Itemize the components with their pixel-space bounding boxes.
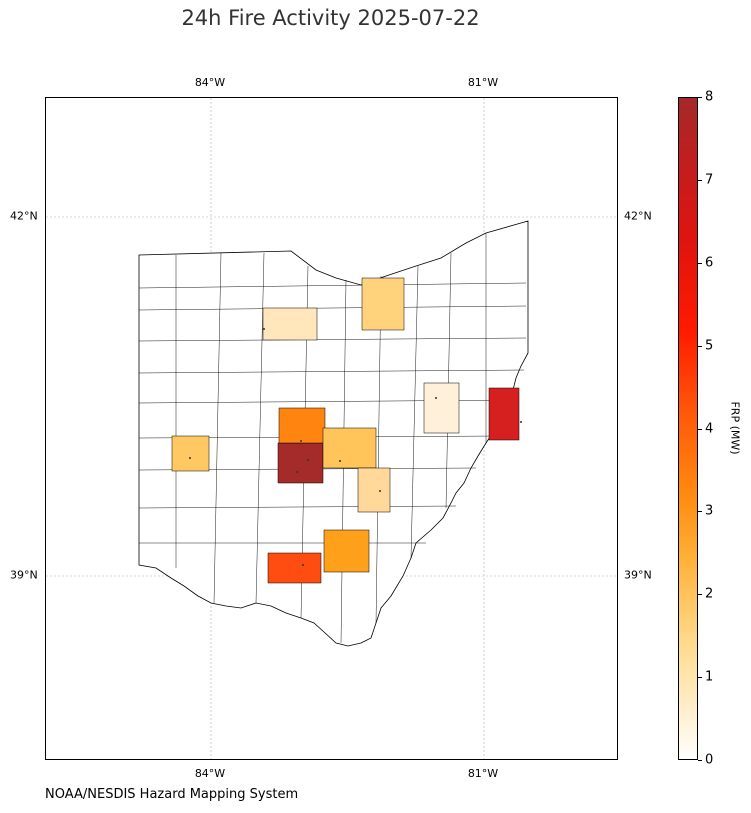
county-b-fill [488,387,520,441]
county-h-fill [361,277,405,331]
lat-tick-right-42n: 42°N [624,209,652,223]
colorbar-tick-label: 2 [705,586,714,602]
ohio-map [46,98,617,759]
fire-point [296,471,298,473]
colorbar-tick-mark [698,262,702,264]
fire-point [263,328,265,330]
colorbar [678,97,698,760]
county-e-fill [323,529,370,573]
county-f-fill [322,427,377,469]
colorbar-tick-mark [698,179,702,181]
lat-tick-left-39n: 39°N [10,568,38,582]
colorbar-tick-label: 3 [705,503,714,519]
lon-tick-top-84w: 84°W [194,76,226,89]
colorbar-tick-label: 1 [705,669,714,685]
data-source-credit: NOAA/NESDIS Hazard Mapping System [45,787,299,802]
fire-point [520,421,522,423]
county-j-fill [262,307,318,341]
colorbar-tick-mark [698,677,702,679]
colorbar-tick-label: 8 [705,89,714,105]
county-d-fill [278,407,326,444]
fire-counties [171,277,520,584]
colorbar-tick-mark [698,97,702,98]
fire-point [435,397,437,399]
county-a-fill [277,442,324,484]
lat-tick-left-42n: 42°N [10,209,38,223]
fire-point [379,490,381,492]
county-i-fill [357,467,391,513]
colorbar-tick-label: 0 [705,752,714,768]
colorbar-tick-label: 4 [705,421,714,436]
graticule [46,98,617,759]
map-title: 24h Fire Activity 2025-07-22 [181,6,480,30]
fire-point [339,460,341,462]
fire-points [189,328,522,566]
county-g-fill [171,435,210,472]
colorbar-tick-label: 5 [705,338,714,354]
colorbar-tick-mark [698,594,702,596]
colorbar-label: FRP (MW) [728,401,742,455]
fire-point [302,564,304,566]
lon-tick-bottom-84w: 84°W [194,767,226,780]
fire-point [307,459,309,461]
colorbar-tick-mark [698,428,702,430]
colorbar-tick-mark [698,345,702,347]
lat-tick-right-39n: 39°N [624,568,652,582]
county-k-fill [423,382,460,434]
fire-point [300,440,302,442]
county-c-fill [267,552,322,584]
colorbar-tick-label: 7 [705,172,714,188]
lon-tick-top-81w: 81°W [467,76,499,89]
map-frame [45,97,618,760]
colorbar-tick-label: 6 [705,255,714,271]
colorbar-tick-mark [698,760,702,761]
fire-point [189,457,191,459]
lon-tick-bottom-81w: 81°W [467,767,499,780]
colorbar-tick-mark [698,511,702,513]
